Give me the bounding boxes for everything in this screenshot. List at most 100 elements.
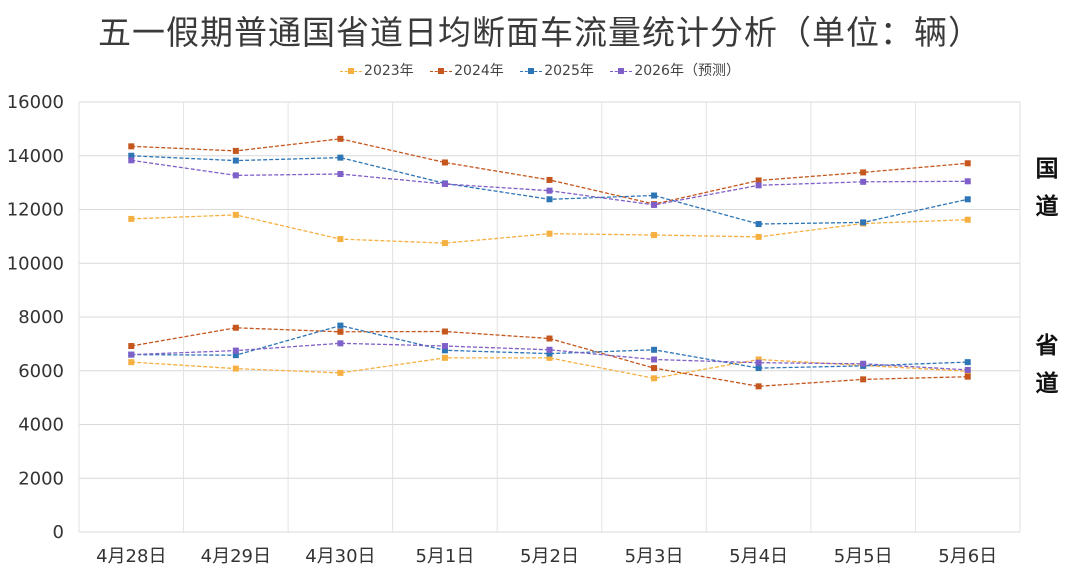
data-point <box>755 182 762 189</box>
data-point <box>337 171 344 178</box>
x-tick-label: 5月1日 <box>415 546 474 567</box>
data-point <box>964 373 971 380</box>
data-point <box>441 328 448 335</box>
y-tick-label: 16000 <box>7 92 64 113</box>
data-point <box>546 196 553 203</box>
data-point <box>964 196 971 203</box>
data-point <box>651 232 658 239</box>
y-tick-label: 12000 <box>7 200 64 221</box>
y-tick-label: 6000 <box>18 361 64 382</box>
data-point <box>651 375 658 382</box>
data-point <box>755 365 762 372</box>
annotation-dao-provincial: 道 <box>1035 371 1059 397</box>
legend-item-2024: 2024年 <box>430 60 504 80</box>
annotation-sheng: 省 <box>1035 333 1059 359</box>
data-point <box>232 365 239 372</box>
data-point <box>651 365 658 372</box>
data-point <box>546 230 553 237</box>
data-point <box>651 201 658 208</box>
data-point <box>964 160 971 167</box>
data-point <box>441 347 448 354</box>
x-tick-label: 5月3日 <box>625 546 684 567</box>
legend-item-2023: 2023年 <box>340 60 414 80</box>
data-point <box>651 356 658 363</box>
data-point <box>755 383 762 390</box>
data-point <box>964 216 971 223</box>
data-point <box>755 359 762 366</box>
data-point <box>128 351 135 358</box>
y-tick-label: 0 <box>53 522 64 543</box>
series-line-provincial-7 <box>131 342 968 371</box>
annotation-guo: 国 <box>1035 156 1059 182</box>
data-point <box>337 328 344 335</box>
legend-label-2023: 2023年 <box>364 63 414 79</box>
data-point <box>860 376 867 383</box>
data-point <box>755 356 762 363</box>
data-point <box>232 172 239 179</box>
data-point <box>651 346 658 353</box>
national-road-label: 国 道 <box>1032 150 1062 226</box>
data-point <box>546 176 553 183</box>
legend-item-2025: 2025年 <box>520 60 594 80</box>
x-tick-label: 4月30日 <box>305 546 375 567</box>
data-point <box>128 215 135 222</box>
series-line-national-3 <box>131 159 968 206</box>
annotation-dao-national: 道 <box>1035 194 1059 220</box>
chart-title: 五一假期普通国省道日均断面车流量统计分析（单位：辆） <box>98 13 982 52</box>
x-tick-label: 5月4日 <box>729 546 788 567</box>
data-point <box>232 324 239 331</box>
data-point <box>337 369 344 376</box>
series-line-provincial-6 <box>131 324 968 369</box>
legend-swatch-2024 <box>430 67 453 75</box>
series-line-national-0 <box>131 214 968 244</box>
data-point <box>546 350 553 357</box>
data-point <box>860 219 867 226</box>
data-point <box>441 180 448 187</box>
data-point <box>860 360 867 367</box>
data-point <box>441 159 448 166</box>
data-point <box>337 236 344 243</box>
data-point <box>546 346 553 353</box>
data-point <box>964 366 971 373</box>
data-point <box>232 347 239 354</box>
legend-label-2026: 2026年（预测） <box>634 63 740 79</box>
legend-label-2025: 2025年 <box>544 63 594 79</box>
y-tick-label: 2000 <box>18 468 64 489</box>
data-point <box>128 157 135 164</box>
provincial-road-label: 省 道 <box>1032 327 1062 403</box>
chart-legend: 2023年 2024年 2025年 2026年（预测） <box>0 60 1080 80</box>
data-point <box>964 178 971 185</box>
y-tick-label: 8000 <box>18 307 64 328</box>
data-point <box>755 177 762 184</box>
data-point <box>546 354 553 361</box>
y-tick-label: 4000 <box>18 415 64 436</box>
data-point <box>860 178 867 185</box>
data-point <box>337 322 344 329</box>
x-tick-label: 5月6日 <box>938 546 997 567</box>
legend-swatch-2026 <box>610 67 633 75</box>
legend-label-2024: 2024年 <box>454 63 504 79</box>
series-line-provincial-4 <box>131 357 968 379</box>
x-tick-label: 4月29日 <box>201 546 271 567</box>
data-point <box>232 211 239 218</box>
x-tick-label: 4月28日 <box>96 546 166 567</box>
legend-swatch-2023 <box>340 67 363 75</box>
x-tick-label: 5月2日 <box>520 546 579 567</box>
data-point <box>128 359 135 366</box>
data-point <box>755 221 762 228</box>
data-point <box>964 359 971 366</box>
data-point <box>232 147 239 154</box>
legend-item-2026: 2026年（预测） <box>610 60 740 80</box>
data-point <box>441 343 448 350</box>
data-point <box>232 352 239 359</box>
data-point <box>441 354 448 361</box>
data-point <box>441 240 448 247</box>
data-point <box>128 152 135 159</box>
data-point <box>651 192 658 199</box>
y-tick-label: 10000 <box>7 253 64 274</box>
legend-swatch-2025 <box>520 67 543 75</box>
data-point <box>337 154 344 161</box>
data-point <box>546 335 553 342</box>
data-point <box>546 187 553 194</box>
